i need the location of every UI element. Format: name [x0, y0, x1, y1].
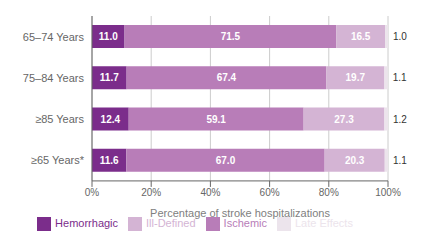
svg-text:65–74 Years: 65–74 Years	[23, 31, 85, 43]
svg-text:75–84 Years: 75–84 Years	[23, 72, 85, 84]
svg-text:≥85 Years: ≥85 Years	[35, 113, 84, 125]
svg-text:40%: 40%	[200, 187, 220, 198]
html-text:Ischemic: Ischemic	[223, 216, 267, 229]
svg-text:≥65 Years*: ≥65 Years*	[31, 154, 85, 166]
svg-text:11.6: 11.6	[100, 155, 119, 166]
svg-text:59.1: 59.1	[206, 114, 226, 125]
svg-text:Percentage of stroke hospitali: Percentage of stroke hospitalizations	[150, 207, 330, 219]
html-text:Late Effects: Late Effects	[295, 216, 353, 229]
svg-text:71.5: 71.5	[221, 31, 241, 42]
svg-text:19.7: 19.7	[346, 72, 366, 83]
svg-text:1.0: 1.0	[393, 31, 407, 42]
svg-text:0%: 0%	[85, 187, 100, 198]
svg-text:27.3: 27.3	[334, 114, 354, 125]
svg-text:11.7: 11.7	[100, 72, 119, 83]
svg-text:80%: 80%	[319, 187, 339, 198]
svg-text:1.2: 1.2	[393, 114, 407, 125]
svg-text:1.1: 1.1	[393, 72, 407, 83]
html-text:Hemorrhagic: Hemorrhagic	[55, 216, 119, 229]
svg-text:67.0: 67.0	[216, 155, 236, 166]
svg-text:60%: 60%	[260, 187, 280, 198]
html-text:Ill-Defined: Ill-Defined	[146, 216, 196, 229]
svg-text:20.3: 20.3	[345, 155, 365, 166]
svg-text:1.1: 1.1	[393, 155, 407, 166]
svg-text:12.4: 12.4	[101, 114, 121, 125]
svg-text:67.4: 67.4	[217, 72, 237, 83]
svg-text:11.0: 11.0	[99, 31, 118, 42]
svg-text:100%: 100%	[375, 187, 401, 198]
svg-text:20%: 20%	[141, 187, 161, 198]
svg-text:16.5: 16.5	[351, 31, 371, 42]
